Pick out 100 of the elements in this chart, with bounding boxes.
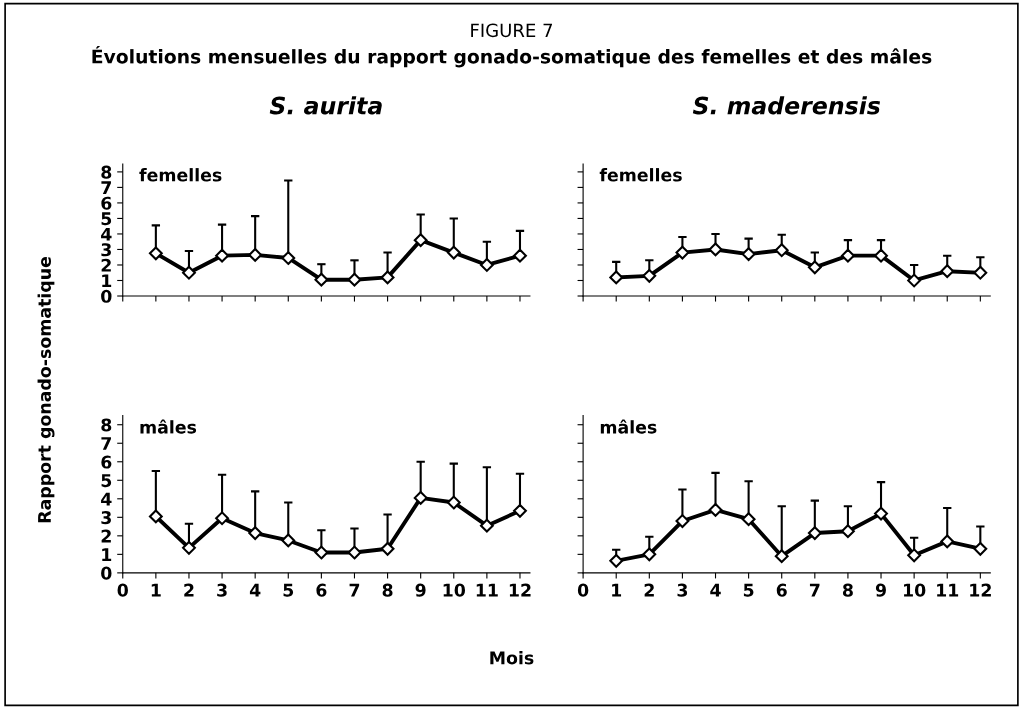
x-tick-label: 11 — [937, 583, 959, 597]
x-axis-title: Mois — [490, 650, 534, 665]
point — [774, 549, 789, 564]
point — [708, 242, 723, 257]
point — [513, 248, 527, 263]
caption: FIGURE 7 — [471, 23, 553, 38]
x-tick-label: 6 — [316, 583, 327, 597]
y-tick-label: 2 — [101, 529, 111, 543]
point — [479, 518, 494, 533]
point — [774, 243, 789, 258]
x-tick-label: 1 — [612, 583, 622, 597]
point — [248, 247, 263, 262]
point — [609, 270, 624, 285]
y-tick-label: 5 — [101, 212, 112, 226]
y-tick-label: 5 — [101, 474, 112, 488]
y-tick-label: 8 — [101, 165, 112, 179]
y-tick-label: 4 — [101, 227, 112, 241]
annotation: femelles — [139, 168, 222, 182]
x-tick-label: 8 — [842, 583, 853, 597]
y-tick-label: 0 — [101, 566, 112, 580]
point — [642, 268, 657, 283]
point — [642, 547, 657, 562]
x-tick-label: 7 — [809, 583, 820, 597]
x-tick-label: 1 — [151, 583, 161, 597]
point — [182, 540, 196, 555]
annotation: femelles — [599, 168, 682, 182]
y-tick-label: 1 — [102, 274, 112, 288]
point — [479, 258, 494, 272]
point — [446, 495, 461, 510]
text: Évolutions mensuelles du rapport gonado-somatique des femelles et des mâles — [92, 46, 932, 68]
point — [347, 545, 362, 560]
y-tick-label: 2 — [101, 258, 111, 272]
x-tick-label: 7 — [349, 583, 360, 597]
y-tick-label: 6 — [101, 455, 112, 469]
point — [741, 247, 756, 262]
point — [609, 553, 624, 568]
point — [807, 260, 822, 275]
point — [281, 251, 296, 265]
x-tick-label: 2 — [184, 583, 194, 597]
y-tick-label: 1 — [102, 548, 112, 561]
point — [675, 245, 690, 260]
x-tick-label: 12 — [970, 583, 991, 597]
point — [940, 264, 955, 279]
point — [182, 265, 196, 280]
point — [940, 534, 955, 549]
point — [347, 272, 362, 287]
point — [874, 506, 888, 521]
point — [413, 490, 428, 505]
point — [741, 512, 756, 527]
point — [973, 265, 988, 280]
x-tick-label: 2 — [644, 583, 654, 597]
x-tick-label: 9 — [875, 583, 886, 597]
point — [215, 248, 229, 263]
y-tick-label: 8 — [101, 418, 112, 432]
x-tick-label: 11 — [476, 583, 498, 597]
point — [807, 526, 822, 540]
y-tick-label: 0 — [101, 289, 112, 303]
x-tick-label: 4 — [710, 583, 721, 597]
point — [840, 248, 855, 263]
point — [446, 245, 461, 260]
x-tick-label: 4 — [249, 583, 261, 597]
x-tick-label: 6 — [776, 583, 787, 597]
point — [513, 503, 527, 518]
y-tick-label: 6 — [101, 196, 112, 210]
point — [840, 524, 855, 539]
y-tick-label: 4 — [101, 492, 112, 506]
x-tick-label: 3 — [217, 583, 227, 597]
point — [907, 273, 922, 288]
x-tick-label: 10 — [904, 583, 926, 597]
annotation: mâles — [140, 419, 197, 434]
x-tick-label: 5 — [743, 583, 754, 597]
y-tick-label: 7 — [101, 181, 111, 194]
point — [380, 270, 395, 285]
x-tick-label: 10 — [443, 583, 466, 597]
y-tick-label: 7 — [101, 437, 111, 450]
x-tick-label: 12 — [509, 583, 531, 597]
x-tick-label: 5 — [283, 583, 294, 597]
point — [907, 548, 922, 563]
x-tick-label: 0 — [577, 583, 589, 597]
y-tick-label: 3 — [101, 511, 111, 525]
point — [973, 541, 988, 556]
point — [148, 509, 163, 524]
annotation: mâles — [600, 419, 657, 434]
point — [148, 246, 163, 261]
point — [314, 272, 329, 287]
point — [380, 541, 395, 556]
point — [874, 248, 888, 263]
point — [248, 526, 263, 540]
point — [708, 502, 723, 517]
x-tick-label: 9 — [415, 583, 426, 597]
chart-title: S. maderensis — [692, 96, 881, 115]
x-tick-label: 0 — [117, 583, 128, 597]
point — [215, 511, 229, 526]
point — [314, 545, 329, 560]
point — [413, 233, 428, 248]
x-tick-label: 3 — [677, 583, 688, 597]
point — [675, 514, 690, 528]
point — [281, 533, 296, 548]
chart-title: S. aurita — [269, 96, 382, 115]
y-tick-label: 3 — [101, 243, 111, 257]
